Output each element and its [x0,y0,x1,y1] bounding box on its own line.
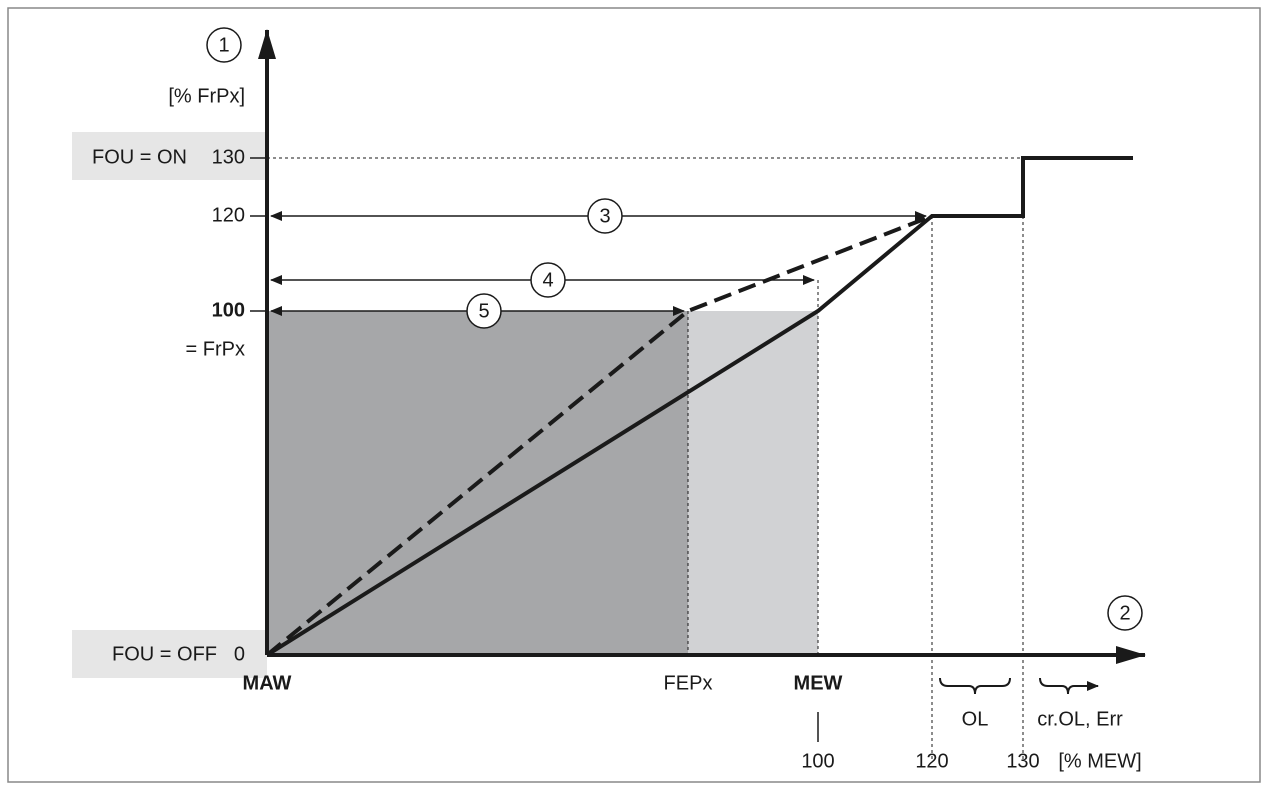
braces [939,677,1099,695]
light-area [688,311,818,655]
y-tick-label: 130 [212,146,245,168]
off-box [72,630,267,678]
y-tick-label: 100 [212,299,245,321]
circle-label: 3 [599,205,610,227]
circle-label: 1 [218,34,229,56]
x-unit: [% MEW] [1058,750,1141,772]
y-unit: [% FrPx] [168,85,245,107]
frpx-label: = FrPx [186,338,245,360]
x-tick-label: 120 [915,750,948,772]
circle-label: 2 [1119,602,1130,624]
on-label: FOU = ON [92,146,187,168]
x-tick-label: 100 [801,750,834,772]
x-label: MAW [243,672,292,694]
off-label: FOU = OFF [112,643,217,665]
guides [267,157,1024,760]
err-label: cr.OL, Err [1037,708,1123,730]
ticks [250,157,819,742]
circle-label: 5 [478,300,489,322]
y-tick-label: 120 [212,204,245,226]
on-box [72,132,267,180]
ol-label: OL [962,708,989,730]
solid-curve [265,156,1133,657]
x-tick-label: 130 [1006,750,1039,772]
y-tick-label: 0 [234,643,245,665]
x-label: MEW [794,672,843,694]
circle-label: 4 [542,269,553,291]
circles [206,27,1143,631]
x-label: FEPx [664,672,713,694]
dashed-curve [265,214,933,657]
